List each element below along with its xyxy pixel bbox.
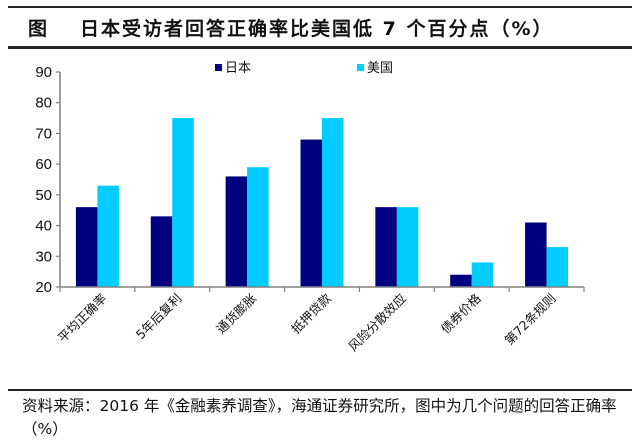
- bar-japan: [525, 222, 547, 287]
- bar-japan: [150, 216, 173, 287]
- bar-usa: [97, 185, 119, 287]
- x-category-label: 抵押贷款: [288, 290, 334, 336]
- bar-usa: [546, 247, 569, 287]
- y-tick-label: 40: [35, 218, 52, 235]
- y-tick-label: 80: [35, 95, 52, 112]
- legend-swatch: [215, 64, 222, 71]
- source-note: 资料来源：2016 年《金融素养调查》，海通证券研究所，图中为几个问题的回答正确…: [22, 397, 617, 438]
- y-tick-label: 20: [35, 279, 52, 296]
- chart-title: 日本受访者回答正确率比美国低 7 个百分点（%）: [80, 18, 554, 40]
- x-category-label: 5年后复利: [133, 291, 185, 343]
- bar-usa: [471, 262, 494, 287]
- y-tick-label: 70: [35, 125, 52, 142]
- x-category-label: 风险分散效应: [345, 291, 409, 355]
- legend-label: 日本: [225, 61, 251, 76]
- bar-usa: [396, 207, 419, 287]
- x-category-label: 第72条规则: [501, 291, 558, 348]
- y-tick-label: 60: [35, 156, 52, 173]
- bar-usa: [172, 118, 194, 287]
- bar-japan: [450, 274, 472, 287]
- bar-usa: [322, 118, 344, 287]
- y-tick-label: 50: [35, 187, 52, 204]
- x-category-label: 平均正确率: [55, 291, 110, 346]
- top-rule: [8, 6, 632, 8]
- legend-swatch: [357, 64, 364, 71]
- bar-japan: [300, 139, 322, 287]
- x-category-label: 通货膨胀: [213, 290, 259, 336]
- bar-chart: 20 30 40 50 60 70 80 90 平均正确率 5年后复利 通货膨胀 抵押贷款 风险分散效应…: [0, 50, 640, 385]
- x-category-label: 债券价格: [438, 290, 484, 336]
- footer-rule: [8, 389, 632, 391]
- y-tick-label: 90: [35, 64, 52, 81]
- legend-label: 美国: [367, 61, 393, 76]
- y-tick-label: 30: [35, 248, 52, 265]
- figure-label: 图: [28, 18, 49, 40]
- bar-japan: [375, 207, 397, 287]
- chart-canvas: 20 30 40 50 60 70 80 90 平均正确率 5年后复利 通货膨胀 抵押贷款 风险分散效应…: [35, 61, 585, 355]
- bar-usa: [247, 167, 269, 287]
- title-rule: [8, 46, 632, 49]
- bar-japan: [225, 176, 248, 287]
- bar-japan: [75, 207, 98, 287]
